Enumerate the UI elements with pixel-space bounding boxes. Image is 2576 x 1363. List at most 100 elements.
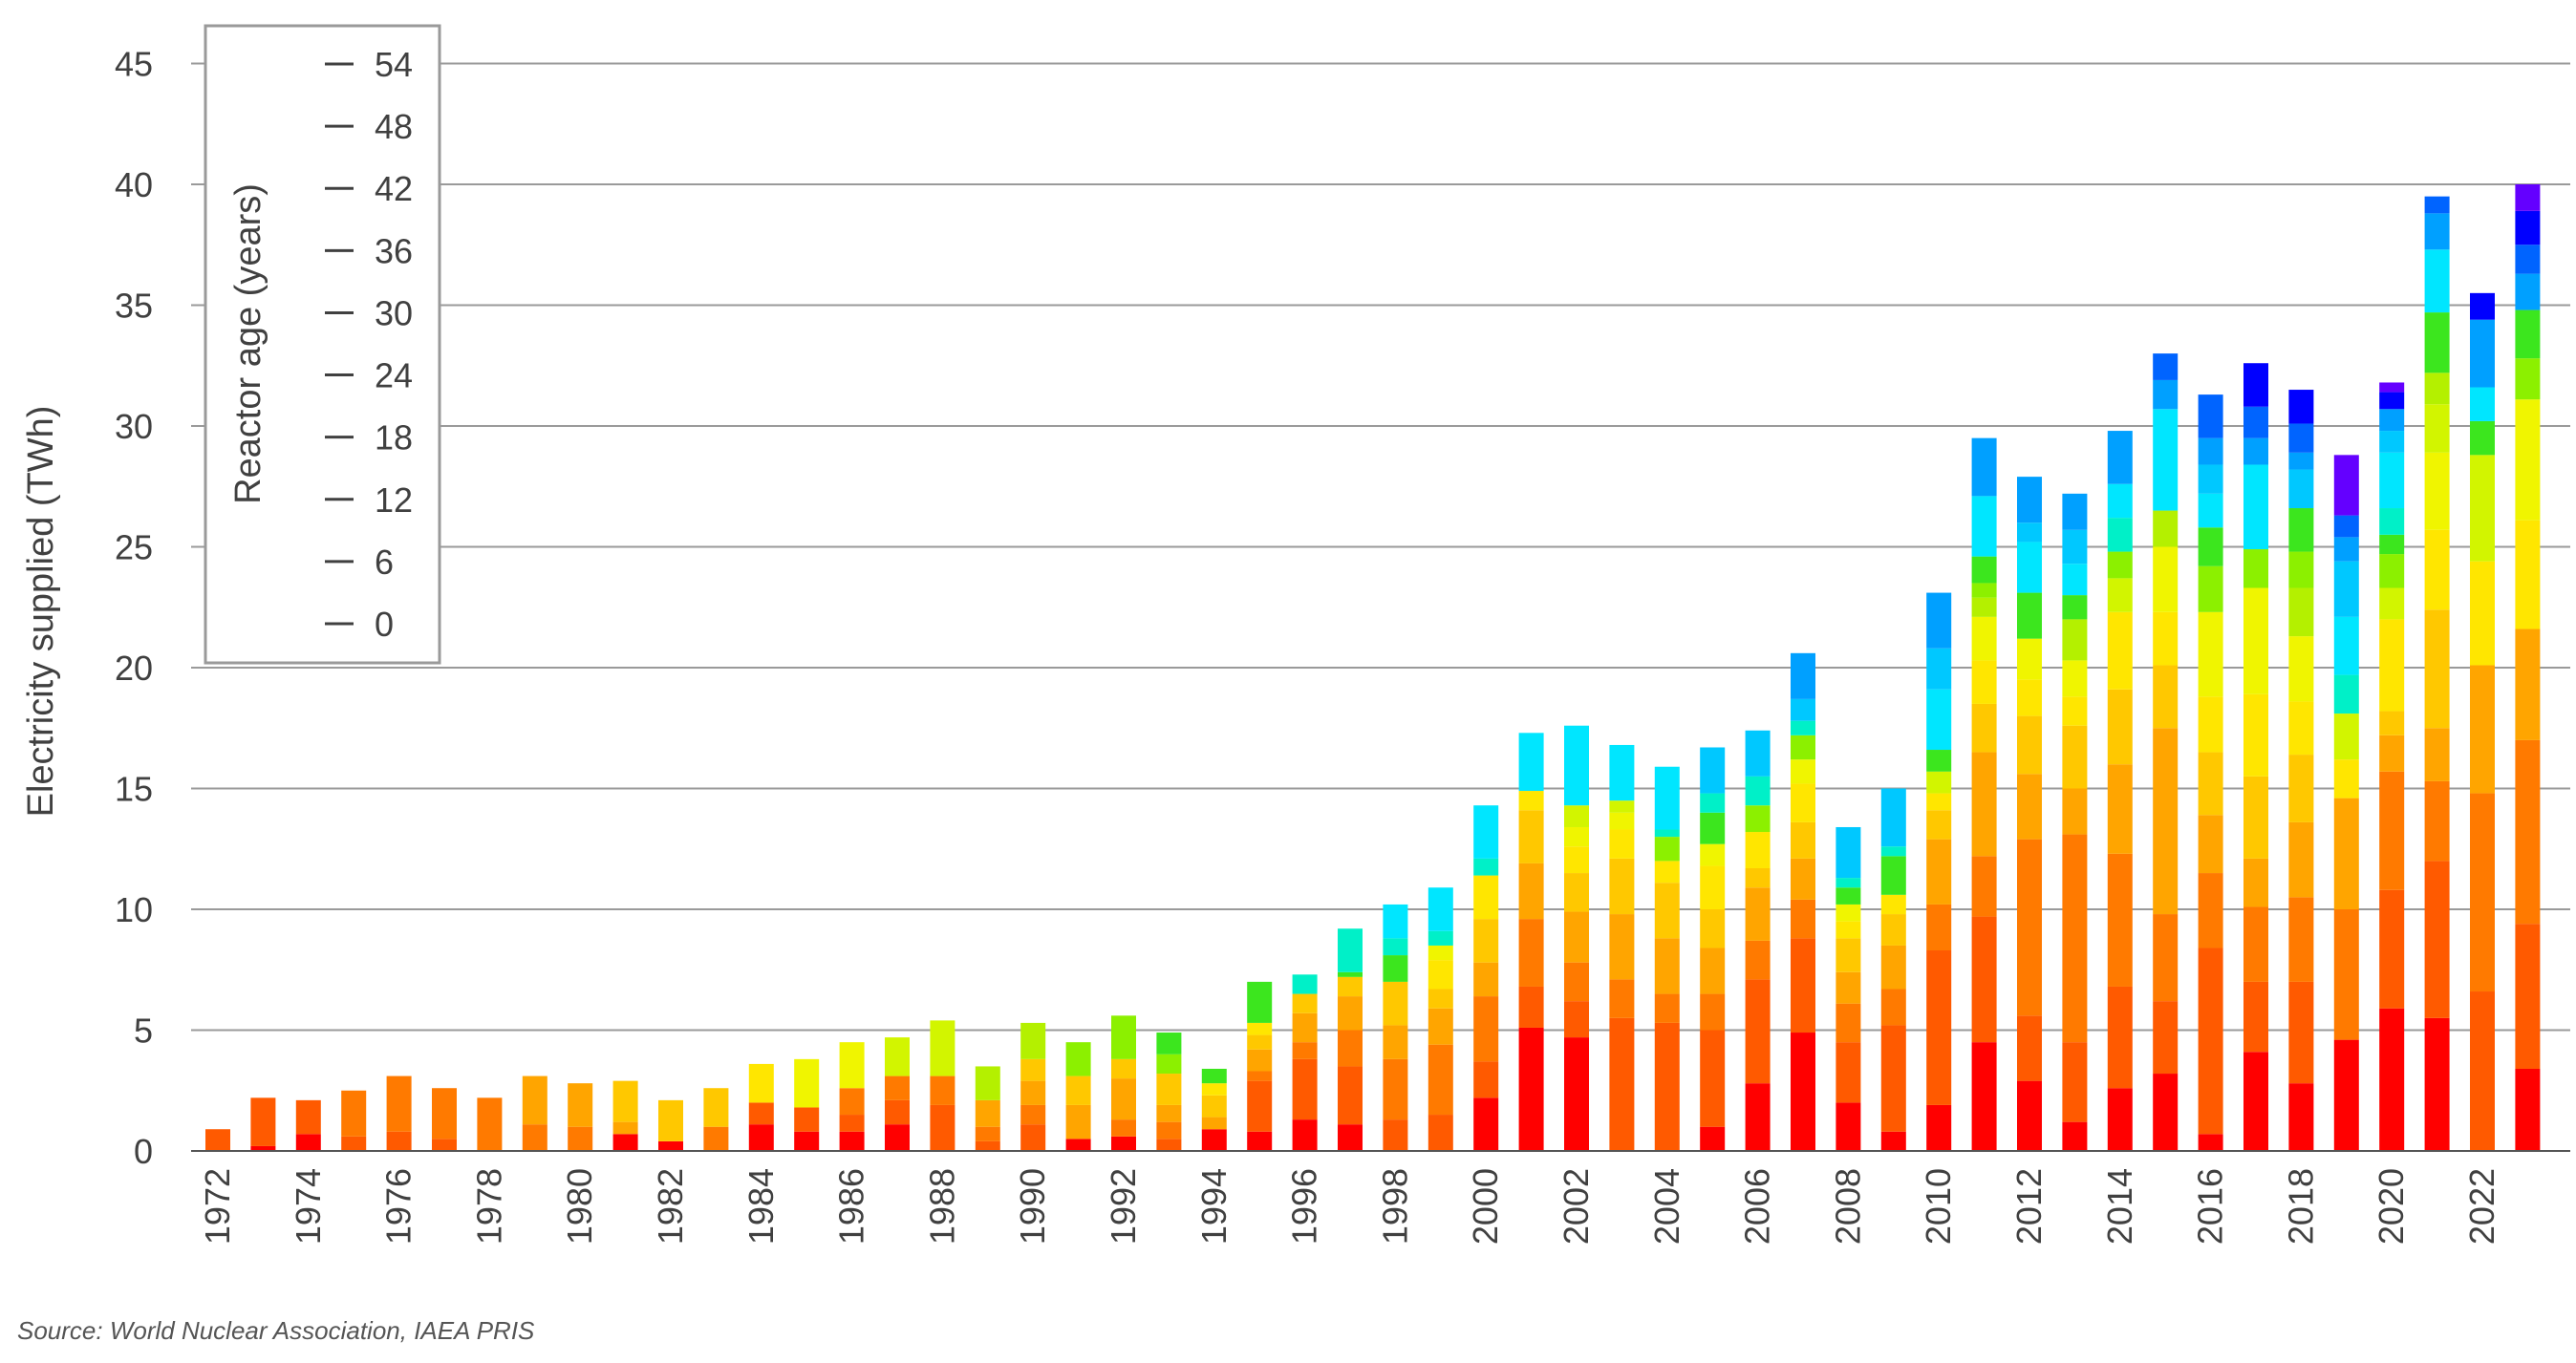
bar-segment bbox=[2333, 515, 2359, 538]
bar-segment bbox=[1791, 1033, 1815, 1151]
bar-segment bbox=[2288, 587, 2314, 637]
bar-segment bbox=[1065, 1139, 1091, 1151]
bar-segment bbox=[2198, 873, 2223, 948]
bar-segment bbox=[1383, 1058, 1408, 1120]
bar-segment bbox=[1609, 829, 1635, 859]
bar-segment bbox=[1791, 720, 1815, 735]
bar-segment bbox=[2017, 1015, 2042, 1081]
x-tick-label: 2002 bbox=[1556, 1168, 1596, 1245]
x-tick-label: 1974 bbox=[289, 1168, 328, 1245]
bar-segment bbox=[432, 1088, 457, 1139]
bar-segment bbox=[1338, 1066, 1363, 1125]
y-tick-label: 35 bbox=[115, 287, 153, 326]
bar-segment bbox=[2243, 776, 2268, 859]
x-tick-label: 2004 bbox=[1647, 1168, 1686, 1245]
bar-segment bbox=[2107, 483, 2133, 519]
bar-segment bbox=[2379, 431, 2405, 453]
bar-segment bbox=[1156, 1104, 1182, 1122]
bar-segment bbox=[2062, 660, 2088, 697]
bar-segment bbox=[1745, 867, 1771, 888]
bar-segment bbox=[2017, 679, 2042, 716]
bar-segment bbox=[839, 1042, 865, 1089]
bar-segment bbox=[1473, 919, 1499, 963]
bar-segment bbox=[2470, 561, 2495, 666]
bar-segment bbox=[2107, 764, 2133, 854]
bar-segment bbox=[2288, 897, 2314, 982]
bar-segment bbox=[1383, 1119, 1408, 1151]
bar-segment bbox=[930, 1020, 955, 1076]
bar-segment bbox=[1835, 1042, 1861, 1103]
bar-segment bbox=[1926, 810, 1952, 840]
bar-segment bbox=[2243, 693, 2268, 777]
x-tick-label: 1990 bbox=[1013, 1168, 1052, 1245]
bar-segment bbox=[2515, 184, 2541, 211]
bar-segment bbox=[568, 1126, 593, 1151]
bar-segment bbox=[1338, 996, 1363, 1031]
bar-segment bbox=[748, 1124, 774, 1151]
bar-segment bbox=[1428, 887, 1453, 931]
bar-segment bbox=[930, 1075, 955, 1105]
bar-segment bbox=[2243, 587, 2268, 694]
bar-segment bbox=[2017, 477, 2042, 523]
bar-segment bbox=[2379, 534, 2405, 555]
bar-segment bbox=[1518, 1027, 1544, 1151]
bar-segment bbox=[1835, 971, 1861, 1004]
bar-segment bbox=[2288, 636, 2314, 702]
bar-segment bbox=[1880, 914, 1906, 946]
colorbar-tick-label: 48 bbox=[375, 107, 413, 146]
bar-segment bbox=[2107, 578, 2133, 612]
bar-segment bbox=[1745, 805, 1771, 833]
bar-segment bbox=[1700, 909, 1726, 948]
x-tick-label: 2008 bbox=[1828, 1168, 1867, 1245]
bar-segment bbox=[1700, 993, 1726, 1031]
bar-segment bbox=[250, 1145, 276, 1151]
bar-segment bbox=[2470, 793, 2495, 992]
x-tick-label: 2012 bbox=[2009, 1168, 2049, 1245]
bar-segment bbox=[1971, 916, 1997, 1043]
bar-segment bbox=[2062, 619, 2088, 661]
bar-segment bbox=[1338, 971, 1363, 977]
bar-segment bbox=[794, 1107, 820, 1132]
colorbar-tick-label: 24 bbox=[375, 356, 413, 395]
bar-segment bbox=[1564, 1037, 1589, 1151]
bar-segment bbox=[2243, 858, 2268, 907]
bar-segment bbox=[2107, 986, 2133, 1089]
bar-segment bbox=[2198, 815, 2223, 874]
bar-segment bbox=[2107, 689, 2133, 765]
bar-segment bbox=[1292, 1119, 1318, 1151]
bar-segment bbox=[1700, 865, 1726, 909]
x-tick-labels: 1972 1974 1976 1978 1980 1982 1984 1986 1988 1990… bbox=[198, 1168, 2501, 1245]
bar-segment bbox=[1700, 843, 1726, 866]
bar-segment bbox=[1518, 810, 1544, 863]
bar-segment bbox=[1156, 1074, 1182, 1105]
bar-segment bbox=[1065, 1104, 1091, 1139]
bar-segment bbox=[1473, 858, 1499, 876]
bar-segment bbox=[885, 1037, 910, 1076]
bar-segment bbox=[2017, 715, 2042, 775]
bar-segment bbox=[2424, 404, 2450, 453]
bar-segment bbox=[2017, 774, 2042, 840]
bar-segment bbox=[2470, 665, 2495, 794]
bar-segment bbox=[2153, 1074, 2179, 1151]
bar-segment bbox=[1428, 989, 1453, 1009]
bar-segment bbox=[1201, 1117, 1227, 1130]
bar-segment bbox=[794, 1131, 820, 1151]
bar-segment bbox=[1609, 979, 1635, 1018]
x-tick-label: 1988 bbox=[922, 1168, 961, 1245]
bar-segment bbox=[1791, 821, 1815, 859]
bar-segment bbox=[2515, 399, 2541, 521]
bar-segment bbox=[1518, 863, 1544, 920]
bar-segment bbox=[1383, 955, 1408, 982]
bar-segment bbox=[1745, 832, 1771, 868]
bar-segment bbox=[2515, 924, 2541, 1069]
bar-segment bbox=[1518, 919, 1544, 987]
bar-segment bbox=[2424, 312, 2450, 373]
bar-segment bbox=[1791, 735, 1815, 760]
bar-segment bbox=[1428, 945, 1453, 961]
bar-segment bbox=[2017, 1080, 2042, 1151]
bar-segment bbox=[1111, 1058, 1136, 1079]
bar-segment bbox=[612, 1121, 638, 1135]
bar-segment bbox=[1428, 1044, 1453, 1116]
bar-segment bbox=[1971, 752, 1997, 857]
bar-segment bbox=[2062, 1121, 2088, 1151]
